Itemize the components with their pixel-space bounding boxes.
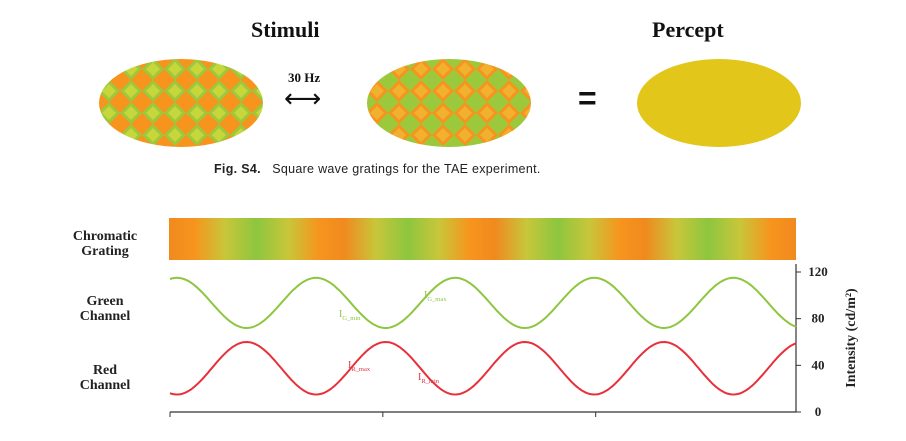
chromatic-grating-bar — [169, 218, 796, 260]
green-channel-label: Green Channel — [79, 294, 131, 324]
y-tick-label: 40 — [812, 357, 825, 372]
red-min-annotation: IR_min — [418, 372, 440, 385]
stimulus-disc-left — [99, 59, 263, 147]
green-channel-line — [169, 276, 797, 330]
percept-title: Percept — [652, 17, 724, 42]
stimulus-disc-right — [367, 59, 531, 147]
red-channel-line — [169, 340, 797, 396]
caption-text: Square wave gratings for the TAE experim… — [272, 162, 541, 176]
red-max-annotation: IR_max — [348, 360, 371, 373]
caption-label: Fig. S4. — [214, 162, 261, 176]
intensity-plot: 0 40 80 120 — [169, 264, 828, 419]
y-tick-label: 120 — [808, 264, 828, 279]
figure-caption: Fig. S4. Square wave gratings for the TA… — [214, 162, 541, 176]
green-max-annotation: IG_max — [424, 290, 447, 303]
percept-disc — [637, 59, 801, 147]
chromatic-grating-label: Chromatic Grating — [72, 229, 138, 259]
stimuli-title: Stimuli — [251, 17, 320, 42]
red-channel-label: Red Channel — [79, 363, 131, 393]
y-axis-title: Intensity (cd/m²) — [844, 288, 859, 388]
y-tick-label: 0 — [815, 404, 822, 419]
green-min-annotation: IG_min — [339, 309, 361, 322]
frequency-label: 30 Hz — [288, 70, 321, 85]
y-tick-label: 80 — [812, 311, 825, 326]
double-arrow-icon: ⟷ — [284, 84, 322, 114]
equals-sign: = — [578, 80, 597, 116]
